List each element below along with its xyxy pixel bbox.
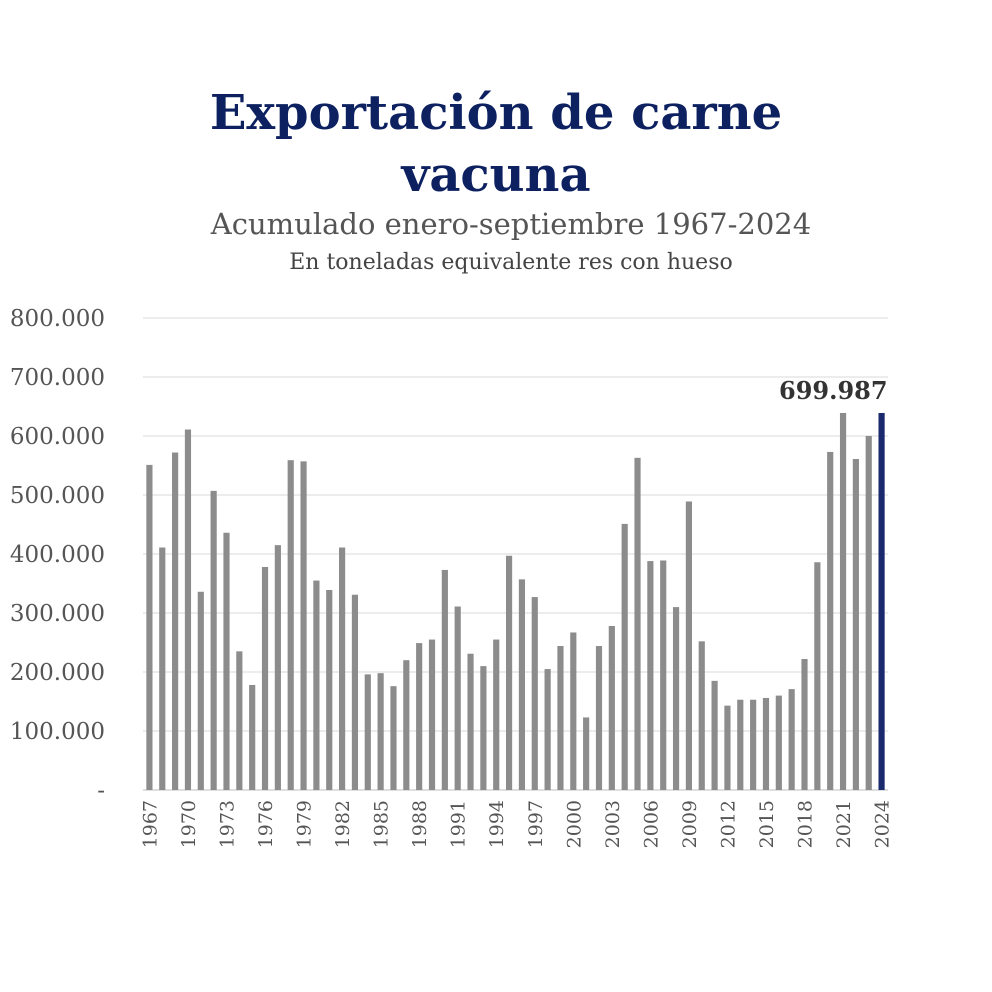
- x-tick-label: 1979: [294, 800, 316, 848]
- x-tick-label: 1970: [178, 800, 200, 848]
- bar-1987: [403, 660, 410, 790]
- y-tick-label: 300.000: [10, 601, 105, 627]
- x-tick-label: 1997: [525, 800, 547, 848]
- bar-1979: [300, 461, 307, 790]
- bar-2001: [583, 717, 590, 790]
- y-tick-label: 800.000: [10, 306, 105, 332]
- bar-2000: [570, 632, 577, 790]
- bar-1968: [159, 547, 166, 790]
- bar-1994: [493, 639, 500, 790]
- bar-1997: [531, 597, 538, 790]
- y-tick-label: -: [97, 778, 105, 804]
- bar-2006: [647, 561, 654, 790]
- bar-2014: [750, 699, 757, 790]
- bars: [146, 412, 885, 790]
- x-tick-label: 2015: [756, 800, 778, 848]
- bar-1982: [339, 547, 346, 790]
- bar-1992: [467, 653, 474, 790]
- y-tick-label: 200.000: [10, 660, 105, 686]
- bar-2024: [878, 412, 885, 790]
- bar-2013: [737, 699, 744, 790]
- bar-2019: [814, 562, 821, 790]
- x-tick-label: 2021: [833, 800, 855, 848]
- bar-1977: [274, 545, 281, 790]
- bar-1967: [146, 464, 153, 790]
- x-tick-label: 2006: [640, 800, 662, 848]
- x-tick-label: 1988: [409, 800, 431, 848]
- y-axis: - 100.000 200.000 300.000 400.000 500.000 600.…: [10, 306, 105, 804]
- bar-2022: [852, 459, 859, 790]
- bar-2018: [801, 659, 808, 790]
- bar-2003: [608, 625, 615, 790]
- x-tick-label: 2009: [679, 800, 701, 848]
- bar-2008: [672, 607, 680, 790]
- x-tick-label: 2018: [795, 800, 817, 848]
- x-tick-label: 2024: [872, 800, 894, 848]
- data-labels: 699.987: [779, 376, 888, 405]
- bar-2004: [621, 523, 628, 790]
- bar-1969: [172, 452, 179, 790]
- bar-1970: [184, 429, 192, 790]
- bar-1973: [223, 532, 230, 790]
- x-tick-label: 1982: [332, 800, 354, 848]
- chart-units-note: En toneladas equivalente res con hueso: [289, 250, 733, 275]
- bar-1983: [351, 594, 359, 790]
- bar-1986: [390, 686, 397, 790]
- bar-1981: [326, 589, 333, 790]
- bar-2021: [839, 412, 847, 790]
- y-tick-label: 700.000: [10, 365, 105, 391]
- bar-2023: [865, 436, 872, 790]
- bar-1978: [287, 460, 294, 790]
- bar-1990: [441, 569, 448, 790]
- bar-2010: [698, 641, 705, 790]
- y-tick-label: 400.000: [10, 542, 105, 568]
- y-tick-label: 500.000: [10, 483, 105, 509]
- y-tick-label: 600.000: [10, 424, 105, 450]
- chart-title: Exportación de carne vacuna: [0, 82, 992, 206]
- bar-1975: [249, 684, 256, 790]
- bar-2017: [788, 689, 795, 790]
- bar-1984: [364, 674, 371, 790]
- x-tick-label: 2012: [717, 800, 739, 848]
- x-tick-label: 1991: [448, 800, 470, 848]
- x-axis: 1967 1970 1973 1976 1979 1982 1985 1988 1991 1994…: [139, 800, 893, 848]
- x-tick-label: 1994: [486, 800, 508, 848]
- chart-title-line-2: vacuna: [401, 147, 591, 203]
- bar-2007: [660, 560, 667, 790]
- x-tick-label: 2003: [602, 800, 624, 848]
- bar-1996: [518, 579, 526, 790]
- bar-1980: [313, 580, 320, 790]
- x-tick-label: 1973: [216, 800, 238, 848]
- bar-2015: [762, 697, 770, 790]
- bar-2005: [634, 457, 641, 790]
- x-tick-label: 1985: [371, 800, 393, 848]
- bar-1976: [261, 566, 269, 790]
- bar-2009: [685, 501, 692, 790]
- bar-1998: [544, 669, 551, 790]
- bar-2002: [595, 646, 603, 790]
- x-tick-label: 2000: [563, 800, 585, 848]
- bar-1999: [557, 646, 564, 790]
- bar-1988: [416, 643, 423, 790]
- bar-2012: [724, 705, 731, 790]
- y-tick-label: 100.000: [10, 719, 105, 745]
- bar-1995: [505, 555, 513, 790]
- bar-2011: [711, 680, 718, 790]
- bar-2016: [775, 695, 782, 790]
- bar-1991: [454, 606, 461, 790]
- bar-2020: [827, 451, 834, 790]
- bar-1985: [377, 673, 384, 790]
- chart-title-line-1: Exportación de carne: [209, 85, 783, 141]
- bar-1971: [197, 591, 204, 790]
- bar-1989: [428, 639, 436, 790]
- bar-1993: [480, 666, 487, 790]
- data-label-2024: 699.987: [779, 376, 888, 405]
- chart-subtitle: Acumulado enero-septiembre 1967-2024: [210, 207, 812, 241]
- bar-1974: [236, 651, 243, 790]
- x-tick-label: 1967: [139, 800, 161, 848]
- x-tick-label: 1976: [255, 800, 277, 848]
- bar-1972: [210, 490, 217, 790]
